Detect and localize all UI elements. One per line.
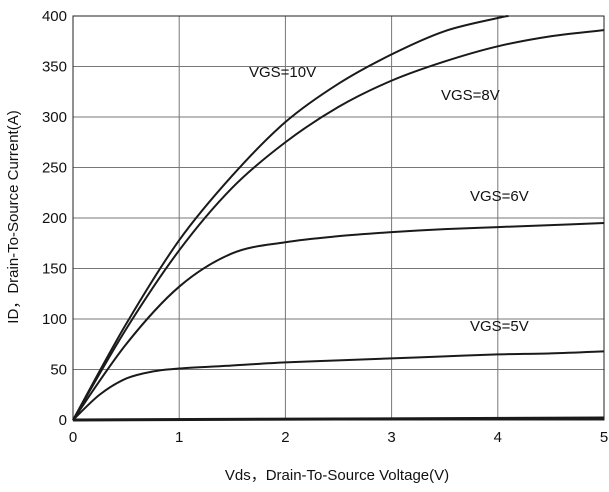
x-tick-label: 4 bbox=[494, 429, 502, 446]
y-tick-label: 200 bbox=[42, 210, 67, 227]
label-vgs-8v: VGS=8V bbox=[441, 87, 500, 104]
y-tick-label: 150 bbox=[42, 261, 67, 278]
y-axis-ticks: 0 50 100 150 200 250 300 350 400 bbox=[42, 8, 67, 429]
y-tick-label: 250 bbox=[42, 160, 67, 177]
y-tick-label: 350 bbox=[42, 59, 67, 76]
y-axis-title: ID，Drain-To-Source Current(A) bbox=[5, 110, 22, 323]
label-vgs-6v: VGS=6V bbox=[470, 188, 529, 205]
y-tick-label: 50 bbox=[50, 362, 67, 379]
label-vgs-10v: VGS=10V bbox=[249, 64, 316, 81]
x-axis-title: Vds，Drain-To-Source Voltage(V) bbox=[225, 467, 449, 484]
series-line-vgs-5v bbox=[72, 350, 605, 421]
y-tick-label: 400 bbox=[42, 8, 67, 25]
x-axis-ticks: 0 1 2 3 4 5 bbox=[69, 429, 608, 446]
series-line-vgs-8v bbox=[72, 29, 605, 421]
x-tick-label: 2 bbox=[281, 429, 289, 446]
y-tick-label: 300 bbox=[42, 109, 67, 126]
series-layer bbox=[72, 15, 605, 422]
series-line-vgs-10v bbox=[72, 15, 509, 421]
x-tick-label: 1 bbox=[175, 429, 183, 446]
series-line-baseline bbox=[72, 416, 605, 422]
y-tick-label: 100 bbox=[42, 311, 67, 328]
series-line-vgs-6v bbox=[72, 222, 605, 421]
y-tick-label: 0 bbox=[59, 412, 67, 429]
series-annotations: VGS=10V VGS=8V VGS=6V VGS=5V bbox=[249, 64, 529, 335]
x-tick-label: 0 bbox=[69, 429, 77, 446]
x-tick-label: 5 bbox=[600, 429, 608, 446]
label-vgs-5v: VGS=5V bbox=[470, 318, 529, 335]
x-tick-label: 3 bbox=[387, 429, 395, 446]
